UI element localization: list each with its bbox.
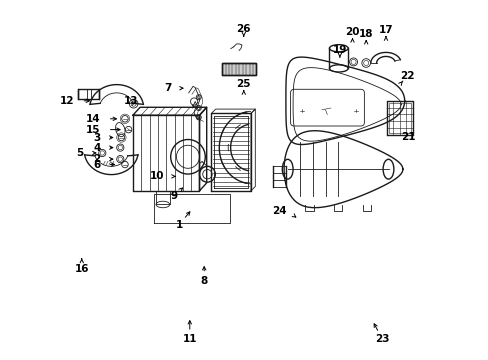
Bar	[222, 63, 256, 75]
Text: 25: 25	[236, 78, 250, 89]
Text: 7: 7	[164, 83, 171, 93]
Text: 24: 24	[272, 206, 286, 216]
Text: 26: 26	[236, 24, 250, 34]
Text: 4: 4	[93, 143, 101, 153]
Text: 2: 2	[93, 154, 101, 164]
Text: 10: 10	[150, 171, 164, 181]
Text: 11: 11	[182, 334, 197, 344]
Bar	[387, 103, 410, 133]
Text: 22: 22	[400, 71, 414, 81]
Text: 23: 23	[374, 334, 389, 344]
Text: 21: 21	[400, 132, 415, 142]
Text: 13: 13	[123, 96, 138, 106]
Text: 12: 12	[60, 96, 74, 106]
Text: 9: 9	[170, 191, 178, 201]
Text: 18: 18	[358, 29, 373, 39]
Text: 3: 3	[93, 132, 101, 143]
Text: 20: 20	[345, 27, 359, 37]
Text: 8: 8	[200, 276, 207, 286]
Bar	[78, 89, 99, 99]
Text: 6: 6	[93, 159, 101, 170]
Text: 16: 16	[74, 264, 89, 274]
Text: 15: 15	[86, 125, 101, 135]
Text: 5: 5	[76, 148, 83, 158]
Text: 19: 19	[332, 45, 346, 55]
Text: 14: 14	[86, 114, 101, 124]
Text: 1: 1	[175, 220, 182, 230]
Text: 17: 17	[378, 24, 392, 35]
